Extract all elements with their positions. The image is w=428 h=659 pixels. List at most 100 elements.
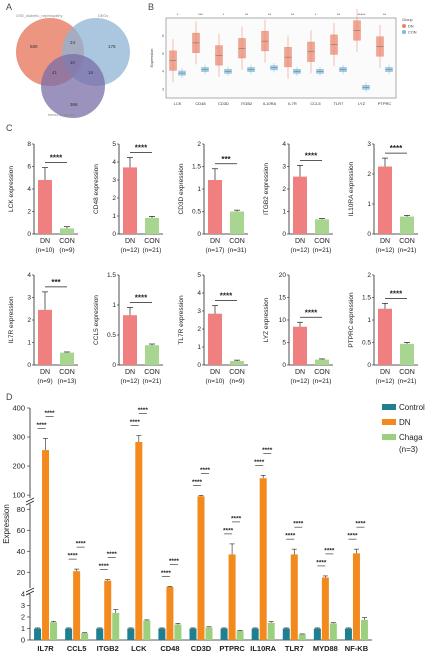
x-tick-label: CD3D (218, 101, 229, 106)
x-tick-label: TLR7 (334, 101, 345, 106)
bar (352, 553, 360, 640)
significance-label: **** (68, 553, 79, 560)
y-tick-label: 0.5 (107, 332, 116, 339)
y-tick-label: 4 (282, 141, 286, 148)
bar (60, 228, 74, 234)
x-group-label: CON (399, 238, 415, 245)
legend-swatch (402, 24, 406, 28)
y-tick-label: 0 (112, 231, 116, 238)
bar (259, 478, 267, 640)
x-group-label: CON (59, 369, 75, 376)
significance-label: **** (305, 151, 318, 160)
axis-break-mark (25, 497, 35, 503)
x-n-label: (n=21) (313, 378, 332, 385)
bar (65, 628, 73, 640)
y-tick-label: 5 (162, 52, 164, 56)
significance-label: **** (138, 407, 149, 414)
y-tick-label: 1 (21, 624, 25, 633)
legend-swatch (402, 30, 406, 34)
y-tick-label: 200 (12, 462, 25, 471)
x-tick-label: CD48 (160, 644, 179, 653)
x-group-label: CON (144, 238, 160, 245)
significance-label: **** (76, 541, 87, 548)
y-tick-label: 4 (112, 159, 116, 166)
y-tick-label: 1 (197, 186, 201, 193)
significance-label: **** (192, 479, 203, 486)
bar (282, 628, 290, 640)
x-n-label: (n=21) (398, 378, 417, 385)
x-tick-label: ITGB2 (241, 101, 253, 106)
bar (38, 180, 52, 234)
y-tick-label: 2 (282, 186, 286, 193)
y-tick-label: 100 (12, 491, 25, 500)
y-axis-label: ITGB2 expression (263, 163, 270, 215)
y-tick-label: 0 (367, 231, 371, 238)
x-tick-label: NF-KB (345, 644, 369, 653)
y-axis-label: LCK expression (8, 166, 15, 212)
bar (267, 622, 275, 640)
y-tick-label: 3 (162, 87, 164, 91)
bar (38, 309, 52, 365)
x-group-label: CON (399, 369, 415, 376)
venn-diagram: GSE_diabetic_nephropathy DEGs Immune_gen… (16, 14, 130, 118)
y-tick-label: 6 (162, 34, 164, 38)
bar (143, 620, 151, 640)
x-tick-label: IL7R (288, 101, 297, 106)
y-axis-label: LYZ expression (263, 297, 270, 342)
significance-label: ** (245, 12, 249, 17)
significance-label: *** (221, 155, 231, 164)
y-tick-label: 3 (21, 601, 25, 610)
venn-region-ac: 41 (52, 70, 58, 75)
panel-a-letter: A (6, 2, 13, 12)
x-tick-label: LCK (174, 101, 182, 106)
bar (166, 586, 174, 640)
y-axis-label: CD3D expression (178, 163, 185, 214)
y-tick-label: 2 (27, 209, 31, 216)
significance-label: **** (293, 521, 304, 528)
x-n-label: (n=12) (376, 378, 395, 385)
x-tick-label: PTPRC (378, 101, 392, 106)
significance-label: **** (161, 570, 172, 577)
y-tick-label: 1 (367, 317, 371, 324)
y-tick-label: 2 (197, 326, 201, 333)
axis-break-mark (25, 587, 35, 593)
y-axis-label: Expression (150, 49, 154, 68)
significance-label: **** (254, 459, 265, 466)
x-tick-label: MYD88 (313, 644, 338, 653)
axis-break-mark (25, 590, 35, 596)
legend-label: DN (399, 418, 411, 427)
x-n-label: (n=12) (291, 247, 310, 254)
significance-label: * (315, 12, 317, 17)
venn-region-b: 176 (108, 44, 116, 49)
y-tick-label: 1.5 (107, 272, 116, 279)
significance-label: **** (200, 467, 211, 474)
y-tick-label: 20 (17, 568, 25, 577)
bar (344, 628, 352, 640)
y-axis-label: CCL5 expression (93, 295, 100, 345)
bar (42, 450, 50, 640)
y-tick-label: 6 (27, 164, 31, 171)
y-tick-label: 1 (112, 213, 116, 220)
y-axis-label: IL10RA expression (348, 161, 355, 216)
x-n-label: (n=12) (121, 378, 140, 385)
legend-note: (n=3) (399, 445, 418, 454)
bar (145, 217, 159, 234)
significance-label: ** (383, 12, 387, 17)
legend-swatch (382, 434, 396, 440)
x-n-label: (n=21) (143, 378, 162, 385)
x-tick-label: IL10RA (250, 644, 276, 653)
venn-set-label-b: DEGs (98, 14, 108, 18)
y-tick-label: 4 (197, 290, 201, 297)
bar (315, 359, 329, 365)
legend-swatch (382, 404, 396, 410)
bar (123, 315, 137, 365)
bar (400, 216, 414, 234)
y-tick-label: 1 (27, 340, 31, 347)
x-n-label: (n=9) (37, 378, 52, 385)
bar (298, 634, 306, 640)
y-tick-label: 1 (197, 344, 201, 351)
x-tick-label: TLR7 (285, 644, 304, 653)
y-tick-label: 2 (112, 195, 116, 202)
legend-label: Control (399, 403, 425, 412)
y-tick-label: 60 (17, 526, 25, 535)
